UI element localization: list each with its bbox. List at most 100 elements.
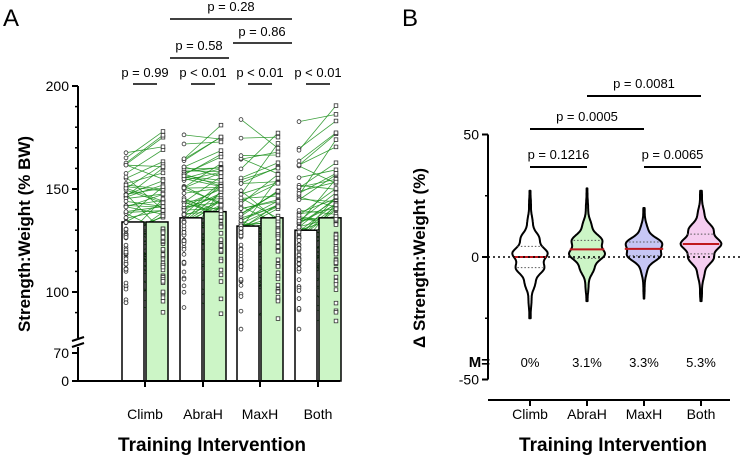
post-marker [218,272,224,278]
pre-marker [123,256,129,262]
subject-line [125,186,164,218]
pre-marker [296,147,302,153]
pre-marker [296,213,302,218]
post-marker [275,199,281,204]
subject-line [298,197,337,228]
post-marker [275,270,281,275]
pre-marker [181,305,187,310]
pre-marker [238,211,244,217]
post-marker [218,203,224,208]
post-marker [275,249,281,254]
pre-marker [238,294,244,299]
pre-marker [123,162,129,168]
pre-marker [296,158,302,164]
x-tick-label-maxh: MaxH [626,406,663,422]
subject-line [298,169,337,179]
subject-line [298,198,337,202]
pre-marker [238,218,244,223]
pre-marker [123,155,129,161]
subject-line [183,141,222,145]
subject-line [298,178,337,224]
post-marker [218,267,224,273]
post-marker [218,161,224,166]
pre-marker [123,204,129,210]
subject-line [125,167,164,197]
p-value-label: p = 0.99 [121,65,168,80]
pre-marker [181,283,187,289]
post-marker [160,178,166,184]
p-value-label: p = 0.0065 [642,147,704,162]
pre-marker [296,306,302,311]
subject-line [183,199,222,211]
subject-line [240,197,279,219]
subject-line [298,204,337,223]
subject-line [183,201,222,208]
post-marker [333,251,339,257]
subject-line [183,171,222,181]
subject-line [298,105,337,151]
pre-marker [238,153,244,158]
pre-marker [238,201,244,206]
post-marker [275,289,281,295]
post-marker [333,245,339,251]
post-marker [218,224,224,230]
post-marker [275,165,281,171]
post-marker [333,287,339,292]
subject-line [240,157,279,175]
pre-marker [296,296,302,301]
subject-line [183,188,222,204]
subject-line [125,194,164,208]
post-marker [275,257,281,263]
subject-line [183,167,222,170]
post-marker [218,122,224,128]
subject-line [125,187,164,202]
post-marker [160,295,166,300]
subject-line [298,133,337,166]
subject-line [125,184,164,190]
pre-marker [123,199,129,204]
pre-marker [123,242,129,248]
post-marker [160,279,166,284]
subject-line [240,195,279,199]
subject-line [125,187,164,195]
pre-marker [238,181,244,186]
post-marker [160,247,166,252]
p-value-label: p = 0.1216 [528,147,590,162]
pre-marker [123,192,129,198]
pre-marker [181,197,187,203]
pre-marker [296,257,302,262]
post-marker [160,191,166,197]
y-tick-label: 50 [463,127,479,143]
violin-maxh [624,207,664,300]
pre-marker [296,162,302,168]
post-marker [275,160,281,165]
post-marker [218,311,224,316]
pre-marker [238,247,244,252]
subject-line [240,136,279,139]
post-marker [275,130,281,136]
post-marker [333,171,339,176]
subject-line [298,120,337,149]
pre-marker [123,226,129,232]
post-marker [160,200,166,205]
subject-line [240,204,279,221]
panel-a-x-axis-label: Training Intervention [118,435,306,456]
post-marker [333,300,339,306]
pre-marker [123,150,129,156]
subject-line [298,174,337,201]
subject-line [125,146,164,154]
post-marker [160,230,166,235]
post-marker [275,145,281,151]
pre-marker [238,242,244,248]
subject-line [240,206,279,225]
pre-marker [181,276,187,282]
subject-line [298,162,337,189]
pre-marker [238,206,244,211]
pre-marker [181,260,187,265]
x-tick-label-both: Both [687,406,716,422]
post-marker [160,252,166,257]
post-marker [218,237,224,242]
post-marker [275,134,281,140]
pre-marker [123,182,129,188]
post-marker [333,179,339,185]
